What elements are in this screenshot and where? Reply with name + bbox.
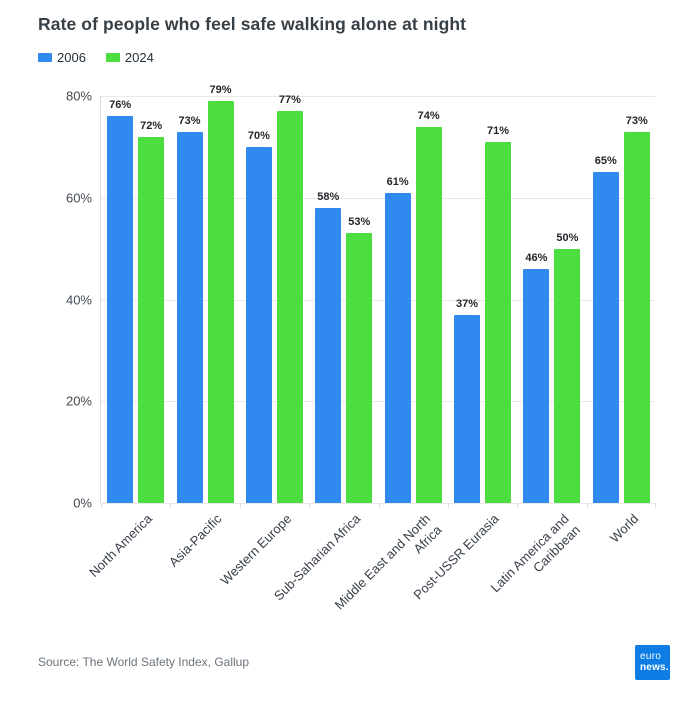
bar-2006-1: 76% — [107, 99, 134, 503]
legend-item-2024: 2024 — [105, 50, 154, 65]
y-tick-label-60: 60% — [65, 190, 92, 206]
euronews-logo-line2: news. — [640, 662, 669, 673]
x-axis-tick — [378, 503, 380, 508]
bar-2006-8: 65% — [592, 155, 619, 503]
bar-value-label: 46% — [525, 251, 548, 264]
bar-value-label: 50% — [556, 231, 579, 244]
euronews-logo-line1: euro — [640, 651, 662, 662]
bar-2006-7: 46% — [523, 252, 550, 503]
y-tick-label-0: 0% — [73, 495, 92, 511]
bar-2024-4: 53% — [346, 216, 373, 503]
x-axis-tick — [517, 503, 519, 508]
bar-group-8: 65% 73% — [587, 96, 656, 503]
bar-value-label: 70% — [247, 129, 270, 142]
bar-value-label: 37% — [456, 297, 479, 310]
bar-group-1: 76% 72% — [101, 96, 170, 503]
bar-2024-8: 73% — [623, 115, 650, 503]
bar-value-label: 71% — [487, 124, 510, 137]
category-label-4: Sub-Saharian Africa — [271, 511, 364, 604]
y-tick-label-20: 20% — [65, 393, 92, 409]
bar-2006-5: 61% — [384, 176, 411, 503]
x-axis-tick — [101, 503, 102, 508]
category-label-6: Post-USSR Eurasia — [410, 511, 503, 603]
source-text: Source: The World Safety Index, Gallup — [38, 655, 250, 669]
y-tick-label-80: 80% — [65, 88, 92, 104]
x-axis-tick — [586, 503, 588, 508]
gridline-60 — [101, 197, 655, 199]
x-axis-tick — [447, 503, 449, 508]
bar-2006-2: 73% — [176, 115, 203, 503]
euronews-logo: euro news. — [635, 645, 670, 680]
bar-value-label: 58% — [317, 190, 340, 203]
bar-value-label: 79% — [209, 84, 232, 97]
bar-2006-6: 37% — [454, 298, 481, 503]
bar-2024-6: 71% — [485, 125, 512, 503]
bar-value-label: 61% — [386, 175, 409, 188]
bar-group-2: 73% 79% — [170, 84, 239, 503]
legend-label-2024: 2024 — [124, 50, 154, 65]
plot-area: 76% 72% 73% 79% 70% 77% 58% 53% 61% 74% 37% 71% 46% 5… — [100, 84, 656, 508]
bar-value-label: 73% — [625, 114, 648, 127]
bar-2006-4: 58% — [315, 191, 342, 503]
legend-item-2006: 2006 — [38, 50, 86, 65]
bar-2024-5: 74% — [415, 110, 442, 503]
x-axis-tick — [655, 503, 656, 508]
category-label-3: Western Europe — [217, 511, 295, 588]
legend-swatch-2006 — [38, 53, 52, 62]
category-label-5: Middle East and North Africa — [331, 511, 445, 613]
chart-title: Rate of people who feel safe walking alo… — [38, 14, 467, 34]
bar-2006-3: 70% — [245, 130, 272, 503]
gridline-0 — [101, 503, 655, 504]
bar-group-4: 58% 53% — [309, 96, 378, 503]
bar-value-label: 65% — [594, 155, 617, 168]
legend-swatch-2024 — [105, 53, 120, 62]
bar-value-label: 77% — [278, 94, 301, 107]
bar-value-label: 76% — [109, 99, 132, 112]
x-axis-tick — [170, 503, 172, 508]
bar-group-5: 61% 74% — [379, 96, 448, 503]
bar-2024-1: 72% — [138, 120, 165, 503]
x-axis-tick — [309, 503, 311, 508]
category-label-7: Latin America and Caribbean — [487, 511, 584, 596]
category-label-8: World — [606, 511, 641, 546]
bar-2024-3: 77% — [276, 94, 303, 503]
legend: 2006 2024 — [38, 50, 154, 65]
x-axis-tick — [239, 503, 241, 508]
bar-value-label: 73% — [178, 114, 201, 127]
gridline-80 — [101, 96, 655, 97]
y-tick-label-40: 40% — [65, 292, 92, 307]
category-label-1: North America — [86, 511, 156, 580]
bar-2024-7: 50% — [554, 232, 581, 503]
bar-2024-2: 79% — [207, 84, 234, 503]
category-label-2: Asia-Pacific — [166, 511, 225, 570]
bar-group-3: 70% 77% — [240, 94, 309, 503]
gridline-20 — [101, 401, 655, 403]
bar-group-6: 37% 71% — [448, 96, 517, 503]
gridline-40 — [101, 299, 655, 301]
bar-value-label: 72% — [140, 119, 163, 132]
bar-value-label: 74% — [417, 109, 440, 122]
bar-value-label: 53% — [348, 216, 371, 229]
legend-label-2006: 2006 — [57, 50, 86, 65]
bar-group-7: 46% 50% — [517, 96, 586, 503]
